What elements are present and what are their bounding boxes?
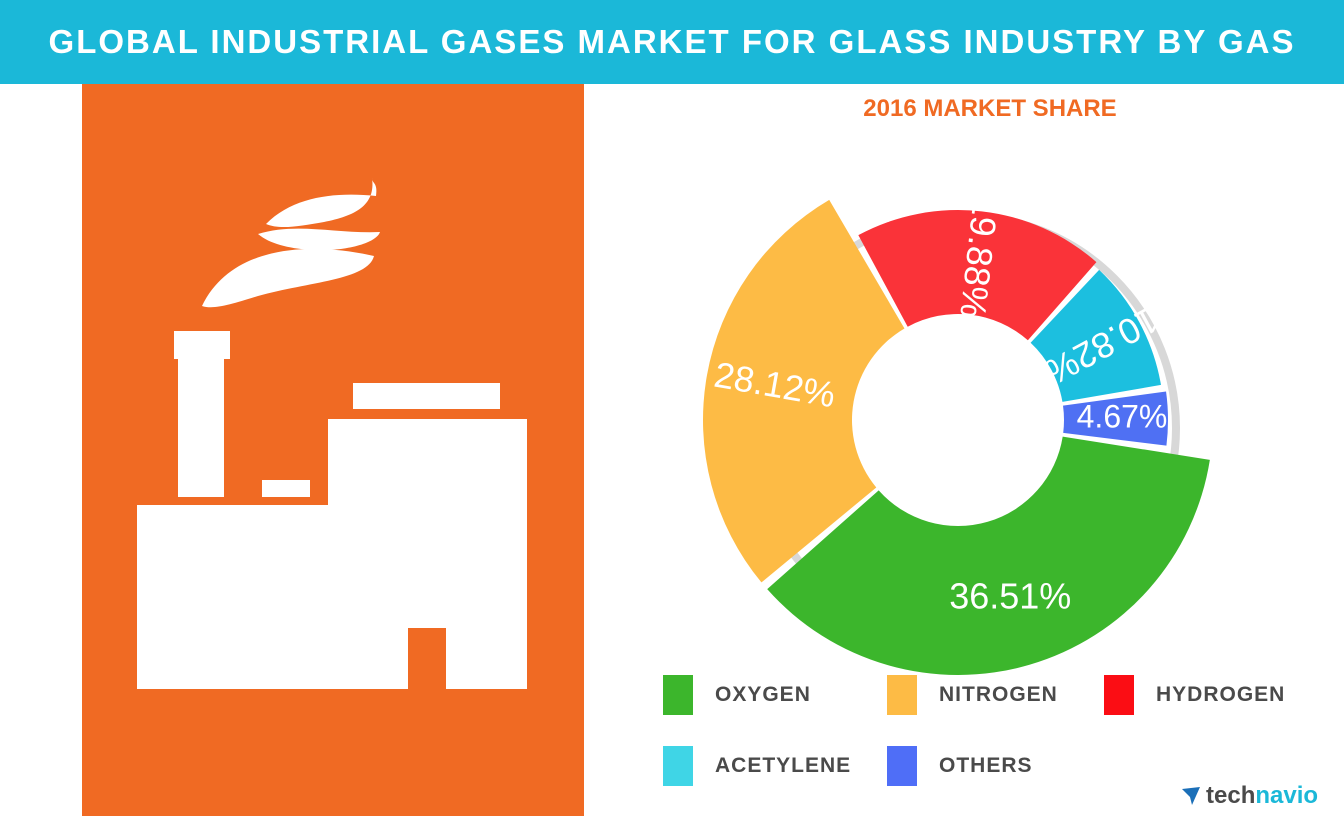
slice-hydrogen xyxy=(858,210,1097,341)
logo-arrow-icon xyxy=(1182,787,1200,805)
legend-label: HYDROGEN xyxy=(1156,683,1286,706)
chart-title: 2016 MARKET SHARE xyxy=(863,95,1117,122)
legend-item-acetylene: ACETYLENE xyxy=(663,746,851,786)
brand-suffix: navio xyxy=(1255,782,1319,809)
legend-label: ACETYLENE xyxy=(715,754,852,777)
technavio-logo: technavio xyxy=(1180,782,1318,810)
legend-label: OTHERS xyxy=(939,754,1033,777)
smoke-icon xyxy=(258,228,380,251)
brand-prefix: tech xyxy=(1206,782,1256,809)
smoke-icon xyxy=(266,178,377,228)
legend-label: NITROGEN xyxy=(939,683,1058,706)
page-title: GLOBAL INDUSTRIAL GASES MARKET FOR GLASS… xyxy=(48,23,1296,60)
data-label: 4.67% xyxy=(1077,398,1168,434)
title-banner: GLOBAL INDUSTRIAL GASES MARKET FOR GLASS… xyxy=(0,0,1344,84)
factory-icon xyxy=(137,178,527,689)
legend-item-hydrogen: HYDROGEN xyxy=(1104,675,1285,715)
smoke-icon xyxy=(202,248,374,308)
legend-swatch xyxy=(663,675,693,715)
slice-others xyxy=(1063,391,1168,446)
legend-swatch xyxy=(1104,675,1134,715)
building-icon xyxy=(137,419,527,689)
legend-swatch xyxy=(887,746,917,786)
legend-item-nitrogen: NITROGEN xyxy=(887,675,1058,715)
legend-label: OXYGEN xyxy=(715,683,811,706)
legend-item-others: OTHERS xyxy=(887,746,1033,786)
legend-item-oxygen: OXYGEN xyxy=(663,675,811,715)
legend-swatch xyxy=(663,746,693,786)
legend-swatch xyxy=(887,675,917,715)
chimney-icon xyxy=(174,331,230,359)
slice-acetylene xyxy=(1030,269,1161,402)
factory-panel xyxy=(82,84,584,816)
slice-nitrogen xyxy=(703,199,905,583)
data-label: 36.51% xyxy=(949,576,1071,617)
slice-oxygen xyxy=(767,436,1210,676)
